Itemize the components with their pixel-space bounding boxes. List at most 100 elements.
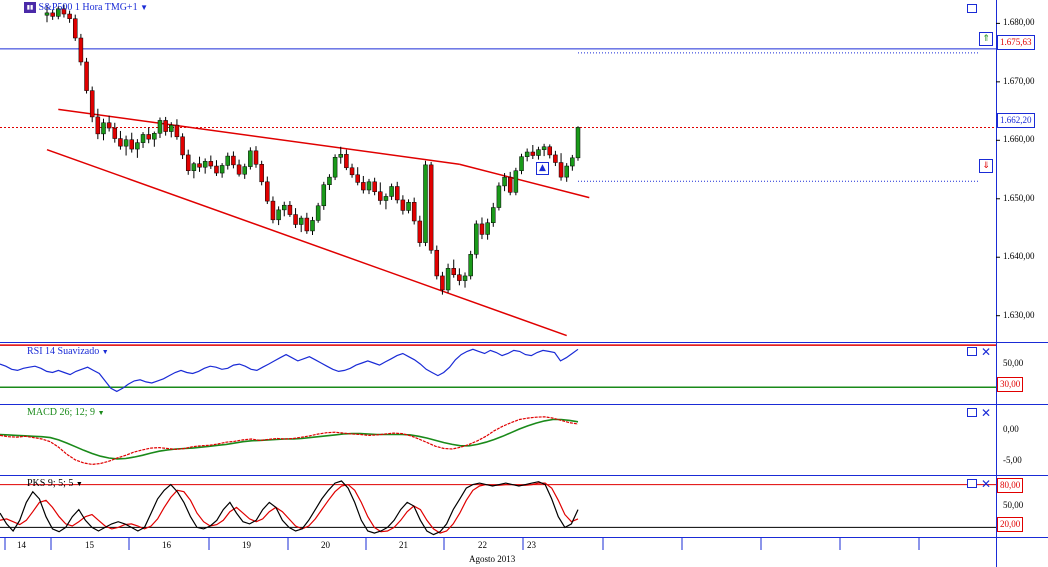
main-chart-title-group[interactable]: ▮▮ S&P500 1 Hora TMG+1 ▼: [24, 2, 148, 14]
candle-body: [558, 162, 564, 178]
candle-body: [513, 170, 519, 193]
candle-body: [101, 122, 106, 135]
candle-body: [163, 120, 168, 132]
candle-body: [400, 199, 406, 211]
close-icon[interactable]: ✕: [981, 345, 992, 359]
candle-body: [344, 154, 349, 169]
alert-down-icon[interactable]: ⇓: [979, 159, 993, 173]
chevron-down-icon[interactable]: ▼: [101, 348, 109, 356]
candle-body: [84, 61, 89, 91]
rsi-title-group[interactable]: RSI 14 Suavizado ▼: [27, 346, 109, 357]
pks-title-group[interactable]: PKS 9; 5; 5 ▼: [27, 478, 83, 489]
price-panel[interactable]: [0, 4, 996, 337]
pks-k-line: [0, 480, 579, 536]
price-tick-label: 1.660,00: [1003, 134, 1035, 145]
candle-body: [135, 142, 140, 150]
candle-body: [129, 139, 134, 150]
candle-body: [383, 196, 389, 201]
trendline: [459, 163, 590, 199]
candle-body: [293, 214, 298, 225]
candle-body: [61, 8, 67, 15]
candle-body: [575, 127, 581, 159]
date-label: 21: [399, 540, 408, 550]
order-marker-icon[interactable]: ▲: [536, 162, 549, 175]
candle-body: [50, 12, 55, 17]
candle-body: [440, 275, 445, 291]
price-tick-label: 1.680,00: [1003, 17, 1035, 28]
candle-body: [519, 156, 524, 171]
main-chart-title: S&P500 1 Hora TMG+1: [38, 2, 138, 13]
rsi-level-tag: 30,00: [997, 377, 1024, 392]
candle-body: [236, 164, 242, 175]
price-tick-label: 1.650,00: [1003, 192, 1035, 203]
macd-tick-label: -5,00: [1003, 455, 1022, 465]
time-axis: [4, 538, 920, 550]
close-icon[interactable]: ✕: [981, 477, 992, 491]
candle-body: [327, 176, 332, 185]
candle-body: [157, 120, 163, 134]
date-label: 14: [17, 540, 26, 550]
chevron-down-icon[interactable]: ▼: [140, 3, 148, 12]
window-icon[interactable]: [967, 408, 977, 417]
macd-line: [0, 416, 579, 466]
candle-body: [434, 249, 440, 277]
macd-tick-label: 0,00: [1003, 424, 1019, 434]
pks-title: PKS 9; 5; 5: [27, 478, 74, 489]
candle-body: [445, 268, 451, 291]
candle-body: [406, 202, 411, 211]
window-icon[interactable]: [967, 347, 977, 356]
candle-body: [67, 13, 72, 19]
candle-body: [564, 165, 569, 178]
candle-body: [270, 200, 276, 221]
candle-body: [140, 134, 146, 143]
candle-body: [338, 154, 343, 158]
window-icon[interactable]: [967, 479, 977, 488]
chevron-down-icon[interactable]: ▼: [75, 480, 83, 488]
candle-body: [191, 163, 197, 171]
candle-body: [394, 186, 400, 201]
candle-body: [259, 164, 264, 183]
candle-body: [276, 209, 281, 221]
candle-body: [118, 138, 123, 147]
macd-title-group[interactable]: MACD 26; 12; 9 ▼: [27, 407, 105, 418]
candle-body: [553, 154, 558, 163]
macd-panel[interactable]: [0, 416, 579, 466]
candle-body: [536, 149, 541, 156]
candle-body: [146, 134, 151, 140]
date-label: 15: [85, 540, 94, 550]
candle-body: [479, 223, 485, 235]
pks-panel[interactable]: [0, 480, 996, 536]
last-price-tag: 1.662,20: [997, 113, 1035, 128]
rsi-panel[interactable]: [0, 344, 996, 393]
date-label: 23: [527, 540, 536, 550]
candle-body: [355, 174, 360, 183]
candle-body: [541, 146, 547, 150]
upper-level-tag: 1.675,63: [997, 35, 1035, 50]
alert-up-icon[interactable]: ⇑: [979, 32, 993, 46]
candle-body: [78, 37, 84, 63]
candle-body: [310, 220, 315, 232]
candle-body: [457, 274, 462, 281]
candle-body: [315, 205, 321, 221]
candle-body: [214, 165, 219, 174]
chevron-down-icon[interactable]: ▼: [97, 409, 105, 417]
candle-body: [411, 202, 417, 222]
candle-body: [485, 222, 490, 235]
month-label: Agosto 2013: [469, 554, 516, 564]
candle-body: [231, 155, 236, 166]
close-icon[interactable]: ✕: [981, 406, 992, 420]
candle-body: [298, 217, 304, 225]
pks-tick-label: 50,00: [1003, 500, 1024, 510]
candle-body: [44, 12, 50, 16]
candle-body: [491, 207, 496, 223]
pks-d-line: [0, 482, 579, 534]
trendline: [58, 108, 460, 166]
candle-body: [287, 204, 293, 215]
candle-body: [180, 136, 185, 156]
candle-body: [332, 157, 338, 178]
candle-body: [378, 191, 383, 201]
window-icon[interactable]: [967, 4, 977, 13]
candle-body: [349, 167, 355, 176]
price-axis: [996, 22, 1000, 317]
